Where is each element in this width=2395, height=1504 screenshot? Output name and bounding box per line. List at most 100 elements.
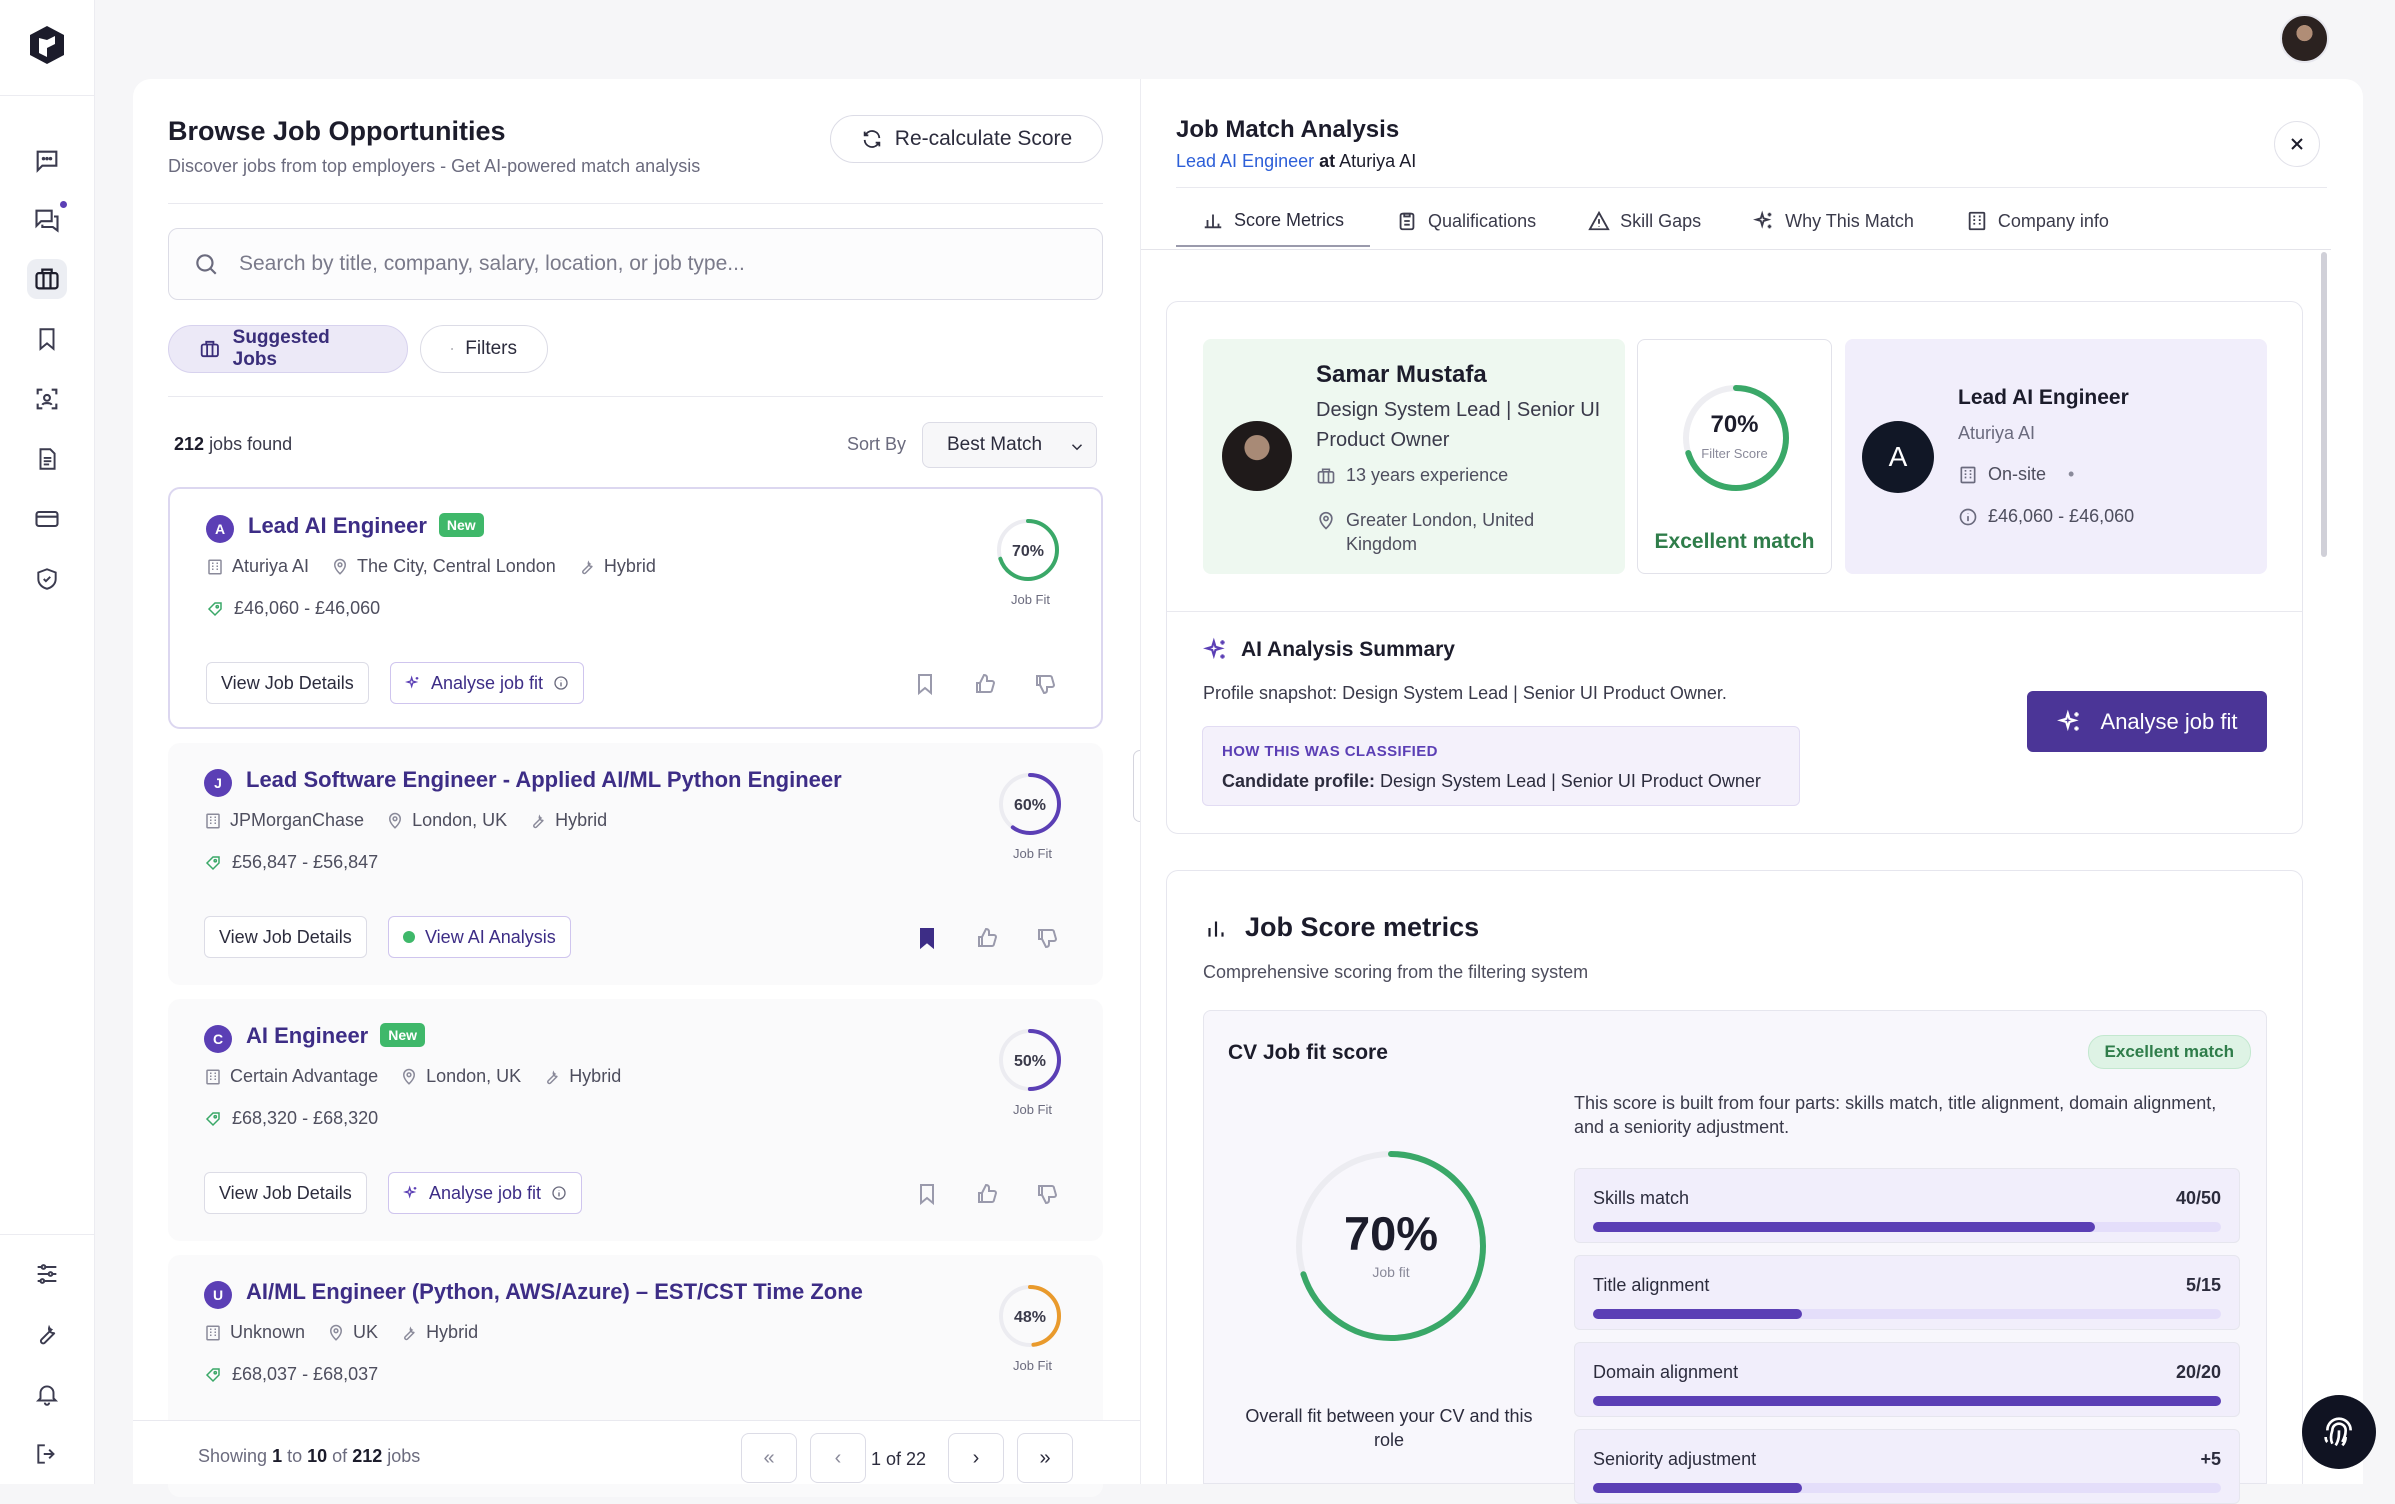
sort-select[interactable]: Best Match <box>922 422 1097 468</box>
thumbs-up-icon[interactable] <box>975 1182 999 1206</box>
info-icon <box>553 675 569 691</box>
job-company: Aturiya AI <box>1958 423 2035 444</box>
building-icon <box>204 1324 222 1342</box>
assistant-fab[interactable] <box>2302 1395 2376 1469</box>
score-metric-row: Skills match 40/50 <box>1574 1168 2240 1243</box>
ai-action-button[interactable]: Analyse job fit <box>390 662 584 704</box>
filter-score-verdict: Excellent match <box>1638 530 1831 554</box>
view-job-details-button[interactable]: View Job Details <box>206 662 369 704</box>
sort-by-label: Sort By <box>847 434 906 455</box>
job-title[interactable]: Lead Software Engineer - Applied AI/ML P… <box>246 767 842 793</box>
new-badge: New <box>439 513 484 537</box>
ai-action-button[interactable]: View AI Analysis <box>388 916 571 958</box>
briefcase-icon[interactable] <box>27 259 67 299</box>
thumbs-down-icon[interactable] <box>1033 672 1057 696</box>
building-icon <box>204 812 222 830</box>
view-job-details-button[interactable]: View Job Details <box>204 1172 367 1214</box>
bell-icon[interactable] <box>27 1374 67 1414</box>
view-job-details-button[interactable]: View Job Details <box>204 916 367 958</box>
job-work-mode: Hybrid <box>400 1322 478 1343</box>
bookmark-icon[interactable] <box>915 926 939 950</box>
bookmark-icon[interactable] <box>915 1182 939 1206</box>
sliders-icon[interactable] <box>27 1254 67 1294</box>
last-page-button[interactable]: » <box>1017 1433 1073 1483</box>
app-logo[interactable] <box>24 22 70 68</box>
job-card[interactable]: J Lead Software Engineer - Applied AI/ML… <box>168 743 1103 985</box>
first-page-button[interactable]: « <box>741 1433 797 1483</box>
prev-page-button[interactable]: ‹ <box>810 1433 866 1483</box>
score-metric-row: Domain alignment 20/20 <box>1574 1342 2240 1417</box>
wrench-icon <box>400 1324 418 1342</box>
wrench-icon[interactable] <box>27 1314 67 1354</box>
job-location: London, UK <box>386 810 507 831</box>
jobs-found-count: 212 jobs found <box>174 434 292 455</box>
location-icon <box>327 1324 345 1342</box>
thumbs-up-icon[interactable] <box>975 926 999 950</box>
tab-company-info[interactable]: Company info <box>1940 195 2135 247</box>
scrollbar[interactable] <box>2321 252 2327 557</box>
overall-fit-caption: Overall fit between your CV and this rol… <box>1229 1404 1549 1452</box>
candidate-profile-card: Samar Mustafa Design System Lead | Senio… <box>1203 339 1625 574</box>
chat-icon[interactable] <box>27 141 67 181</box>
job-location: The City, Central London <box>331 556 556 577</box>
candidate-avatar <box>1222 421 1292 491</box>
job-salary: £46,060 - £46,060 <box>1958 506 2134 527</box>
job-fit-label: Job fit <box>1291 1264 1491 1280</box>
job-fit-label: Job Fit <box>1011 592 1050 607</box>
money-icon <box>204 1110 222 1128</box>
filter-score-card: 70% Filter Score Excellent match <box>1637 339 1832 574</box>
bookmark-icon[interactable] <box>27 319 67 359</box>
job-title[interactable]: AI/ML Engineer (Python, AWS/Azure) – EST… <box>246 1279 863 1305</box>
job-company: Aturiya AI <box>206 556 309 577</box>
thumbs-up-icon[interactable] <box>973 672 997 696</box>
metric-fill <box>1593 1309 1802 1319</box>
tab-score-metrics[interactable]: Score Metrics <box>1176 195 1370 247</box>
document-icon[interactable] <box>27 439 67 479</box>
thumbs-down-icon[interactable] <box>1035 1182 1059 1206</box>
close-button[interactable] <box>2274 121 2320 167</box>
company-avatar: A <box>1862 421 1934 493</box>
analyse-job-fit-button[interactable]: Analyse job fit <box>2027 691 2267 752</box>
user-avatar[interactable] <box>2280 14 2329 63</box>
close-icon <box>2287 134 2307 154</box>
shield-icon[interactable] <box>27 559 67 599</box>
search-input[interactable] <box>239 252 1039 276</box>
bookmark-icon[interactable] <box>913 672 937 696</box>
tab-why-this-match[interactable]: Why This Match <box>1727 195 1940 247</box>
job-work-mode: On-site• <box>1958 464 2074 485</box>
search-bar[interactable] <box>168 228 1103 300</box>
metric-label: Domain alignment <box>1593 1362 1738 1383</box>
tab-qualifications[interactable]: Qualifications <box>1370 195 1562 247</box>
metric-label: Title alignment <box>1593 1275 1709 1296</box>
suggested-jobs-button[interactable]: Suggested Jobs <box>168 325 408 373</box>
job-link[interactable]: Lead AI Engineer <box>1176 151 1314 171</box>
messages-icon[interactable] <box>27 200 67 240</box>
metric-value: 40/50 <box>2176 1188 2221 1209</box>
thumbs-down-icon[interactable] <box>1035 926 1059 950</box>
candidate-location: Greater London, United Kingdom <box>1316 508 1606 556</box>
job-fit-score: 60% <box>1014 797 1046 814</box>
logout-icon[interactable] <box>27 1434 67 1474</box>
ai-action-button[interactable]: Analyse job fit <box>388 1172 582 1214</box>
filters-label: Filters <box>465 338 517 360</box>
filters-button[interactable]: Filters <box>420 325 548 373</box>
metric-track <box>1593 1309 2221 1319</box>
recalculate-score-button[interactable]: Re-calculate Score <box>830 115 1103 163</box>
next-page-button[interactable]: › <box>948 1433 1004 1483</box>
job-location: UK <box>327 1322 378 1343</box>
job-company: Certain Advantage <box>204 1066 378 1087</box>
scan-icon[interactable] <box>27 379 67 419</box>
fingerprint-icon <box>2319 1412 2359 1452</box>
tab-skill-gaps[interactable]: Skill Gaps <box>1562 195 1727 247</box>
clipboard-icon <box>1396 210 1418 232</box>
card-icon[interactable] <box>27 499 67 539</box>
suggested-jobs-label: Suggested Jobs <box>233 327 377 371</box>
metric-value: 5/15 <box>2186 1275 2221 1296</box>
job-work-mode: Hybrid <box>578 556 656 577</box>
job-fit-score: 50% <box>1014 1053 1046 1070</box>
briefcase-icon <box>199 338 221 360</box>
